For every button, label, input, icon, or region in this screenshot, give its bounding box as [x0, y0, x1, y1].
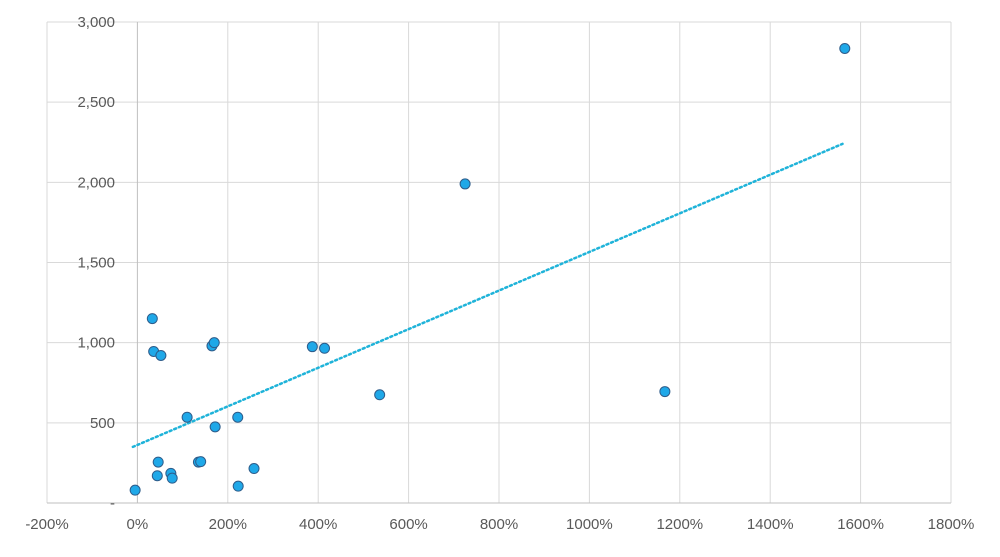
x-tick-label: 0% — [127, 516, 149, 533]
data-point — [195, 456, 207, 468]
data-point — [209, 421, 221, 433]
axes — [47, 22, 951, 504]
data-point — [319, 342, 331, 354]
x-tick-label: 1200% — [656, 516, 703, 533]
data-point — [181, 411, 193, 423]
data-point — [155, 349, 167, 361]
x-tick-label: 800% — [480, 516, 518, 533]
x-tick-label: 1000% — [566, 516, 613, 533]
y-tick-label: 2,500 — [77, 94, 115, 111]
x-tick-label: 1800% — [928, 516, 975, 533]
data-point — [129, 484, 141, 496]
data-point — [232, 411, 244, 423]
gridlines — [46, 21, 952, 503]
data-point — [659, 386, 671, 398]
x-tick-label: 1600% — [837, 516, 884, 533]
data-point — [151, 470, 163, 482]
x-tick-label: -200% — [25, 516, 68, 533]
y-tick-label: 1,000 — [77, 335, 115, 352]
data-point — [208, 337, 220, 349]
x-tick-label: 400% — [299, 516, 337, 533]
data-point — [839, 42, 851, 54]
y-tick-label: 1,500 — [77, 255, 115, 272]
y-tick-labels: - 500 1,000 1,500 2,000 2,500 3,000 — [77, 14, 115, 512]
data-point — [374, 389, 386, 401]
trendline-layer — [131, 142, 844, 449]
y-tick-label: 500 — [90, 415, 115, 432]
data-point — [306, 341, 318, 353]
x-tick-labels: -200% 0% 200% 400% 600% 800% 1000% 1200% 1400% 16… — [25, 516, 974, 533]
x-tick-label: 200% — [209, 516, 247, 533]
data-point — [152, 456, 164, 468]
data-point — [248, 463, 260, 475]
trendline — [131, 142, 844, 449]
y-tick-label: - — [110, 495, 115, 512]
y-tick-label: 2,000 — [77, 174, 115, 191]
data-point — [166, 472, 178, 484]
data-point — [459, 178, 471, 190]
data-point — [146, 313, 158, 325]
data-points — [129, 42, 851, 496]
data-point — [232, 480, 244, 492]
x-tick-label: 1400% — [747, 516, 794, 533]
x-tick-label: 600% — [389, 516, 427, 533]
y-tick-label: 3,000 — [77, 14, 115, 31]
